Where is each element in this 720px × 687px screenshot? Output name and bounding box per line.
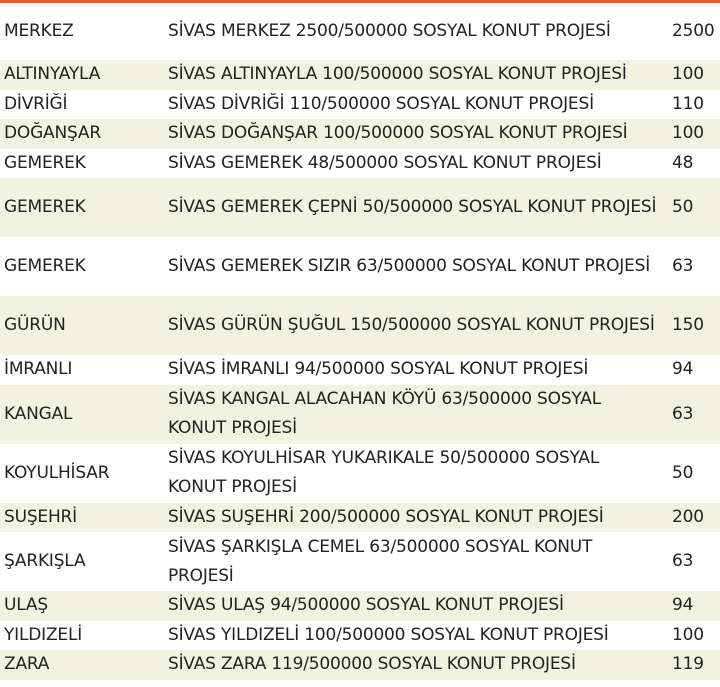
table-row: ALTINYAYLA SİVAS ALTINYAYLA 100/500000 SO… — [0, 60, 720, 90]
district-cell: GEMEREK — [0, 178, 164, 237]
count-cell: 2500 — [672, 21, 715, 41]
count-cell: 63 — [668, 384, 720, 444]
count-cell: 50 — [672, 462, 694, 483]
count-cell: 110 — [672, 93, 704, 114]
project-cell: SİVAS ALTINYAYLA 100/500000 SOSYAL KONUT… — [164, 60, 668, 90]
count-cell: 200 — [668, 502, 720, 532]
table-row: YILDIZELİ SİVAS YILDIZELİ 100/500000 SOSY… — [0, 621, 720, 651]
project-cell: SİVAS GEMEREK ÇEPNİ 50/500000 SOSYAL KON… — [164, 178, 668, 237]
project-cell: SİVAS MERKEZ 2500/500000 SOSYAL KONUT PR… — [168, 21, 611, 41]
project-cell: SİVAS DİVRİĞİ 110/500000 SOSYAL KONUT PR… — [168, 93, 594, 114]
district-cell: GÜRÜN — [0, 296, 164, 355]
table-row: GÜRÜN SİVAS GÜRÜN ŞUĞUL 150/500000 SOSYAL… — [0, 296, 720, 355]
district-cell: GEMEREK — [4, 152, 86, 173]
project-cell: SİVAS GEMEREK SIZIR 63/500000 SOSYAL KON… — [168, 256, 651, 276]
project-cell: SİVAS ULAŞ 94/500000 SOSYAL KONUT PROJES… — [164, 591, 668, 621]
count-cell: 63 — [672, 256, 694, 276]
district-cell: DOĞANŞAR — [0, 119, 164, 149]
count-cell: 100 — [668, 119, 720, 149]
count-cell: 100 — [672, 624, 704, 645]
table-row: ZARA SİVAS ZARA 119/500000 SOSYAL KONUT P… — [0, 650, 720, 680]
count-cell: 50 — [668, 178, 720, 237]
count-cell: 63 — [672, 551, 694, 571]
table-row: KANGAL SİVAS KANGAL ALACAHAN KÖYÜ 63/5000… — [0, 384, 720, 444]
district-cell: MERKEZ — [4, 21, 74, 41]
count-cell: 150 — [668, 296, 720, 355]
project-cell: SİVAS ZARA 119/500000 SOSYAL KONUT PROJE… — [164, 650, 668, 680]
project-cell: SİVAS DOĞANŞAR 100/500000 SOSYAL KONUT P… — [164, 119, 668, 149]
project-cell: SİVAS ŞARKIŞLA CEMEL 63/500000 SOSYAL KO… — [168, 536, 593, 586]
project-cell: SİVAS İMRANLI 94/500000 SOSYAL KONUT PRO… — [168, 359, 589, 380]
project-cell: SİVAS YILDIZELİ 100/500000 SOSYAL KONUT … — [168, 624, 609, 645]
project-cell: SİVAS KOYULHİSAR YUKARIKALE 50/500000 SO… — [168, 448, 600, 497]
project-cell: SİVAS KANGAL ALACAHAN KÖYÜ 63/500000 SOS… — [164, 384, 668, 444]
table-row: KOYULHİSAR SİVAS KOYULHİSAR YUKARIKALE 50… — [0, 444, 720, 503]
count-cell: 94 — [668, 591, 720, 621]
table-row: GEMEREK SİVAS GEMEREK 48/500000 SOSYAL KO… — [0, 149, 720, 179]
district-cell: ULAŞ — [0, 591, 164, 621]
table-row: DİVRİĞİ SİVAS DİVRİĞİ 110/500000 SOSYAL K… — [0, 90, 720, 120]
district-cell: GEMEREK — [4, 256, 86, 276]
district-cell: DİVRİĞİ — [4, 93, 68, 114]
district-cell: ZARA — [0, 650, 164, 680]
count-cell: 94 — [672, 359, 694, 380]
table-row: SUŞEHRİ SİVAS SUŞEHRİ 200/500000 SOSYAL K… — [0, 502, 720, 532]
district-cell: YILDIZELİ — [4, 624, 83, 645]
table-row: GEMEREK SİVAS GEMEREK ÇEPNİ 50/500000 SOS… — [0, 178, 720, 237]
project-cell: SİVAS GÜRÜN ŞUĞUL 150/500000 SOSYAL KONU… — [164, 296, 668, 355]
district-cell: SUŞEHRİ — [0, 502, 164, 532]
table-row: DOĞANŞAR SİVAS DOĞANŞAR 100/500000 SOSYAL… — [0, 119, 720, 149]
table-row: ŞARKIŞLA SİVAS ŞARKIŞLA CEMEL 63/500000 S… — [0, 532, 720, 591]
district-cell: İMRANLI — [4, 359, 73, 380]
project-cell: SİVAS GEMEREK 48/500000 SOSYAL KONUT PRO… — [168, 152, 602, 173]
count-cell: 119 — [668, 650, 720, 680]
project-cell: SİVAS SUŞEHRİ 200/500000 SOSYAL KONUT PR… — [164, 502, 668, 532]
district-cell: KOYULHİSAR — [4, 462, 110, 483]
top-accent-line — [0, 0, 720, 3]
count-cell: 48 — [672, 152, 694, 173]
table-row: MERKEZ SİVAS MERKEZ 2500/500000 SOSYAL KO… — [0, 3, 720, 60]
district-cell: ŞARKIŞLA — [4, 551, 86, 571]
district-cell: ALTINYAYLA — [0, 60, 164, 90]
table-row: GEMEREK SİVAS GEMEREK SIZIR 63/500000 SOS… — [0, 237, 720, 296]
count-cell: 100 — [668, 60, 720, 90]
table-row: ULAŞ SİVAS ULAŞ 94/500000 SOSYAL KONUT PR… — [0, 591, 720, 621]
housing-projects-table: MERKEZ SİVAS MERKEZ 2500/500000 SOSYAL KO… — [0, 3, 720, 680]
table-row: İMRANLI SİVAS İMRANLI 94/500000 SOSYAL KO… — [0, 355, 720, 385]
district-cell: KANGAL — [0, 384, 164, 444]
